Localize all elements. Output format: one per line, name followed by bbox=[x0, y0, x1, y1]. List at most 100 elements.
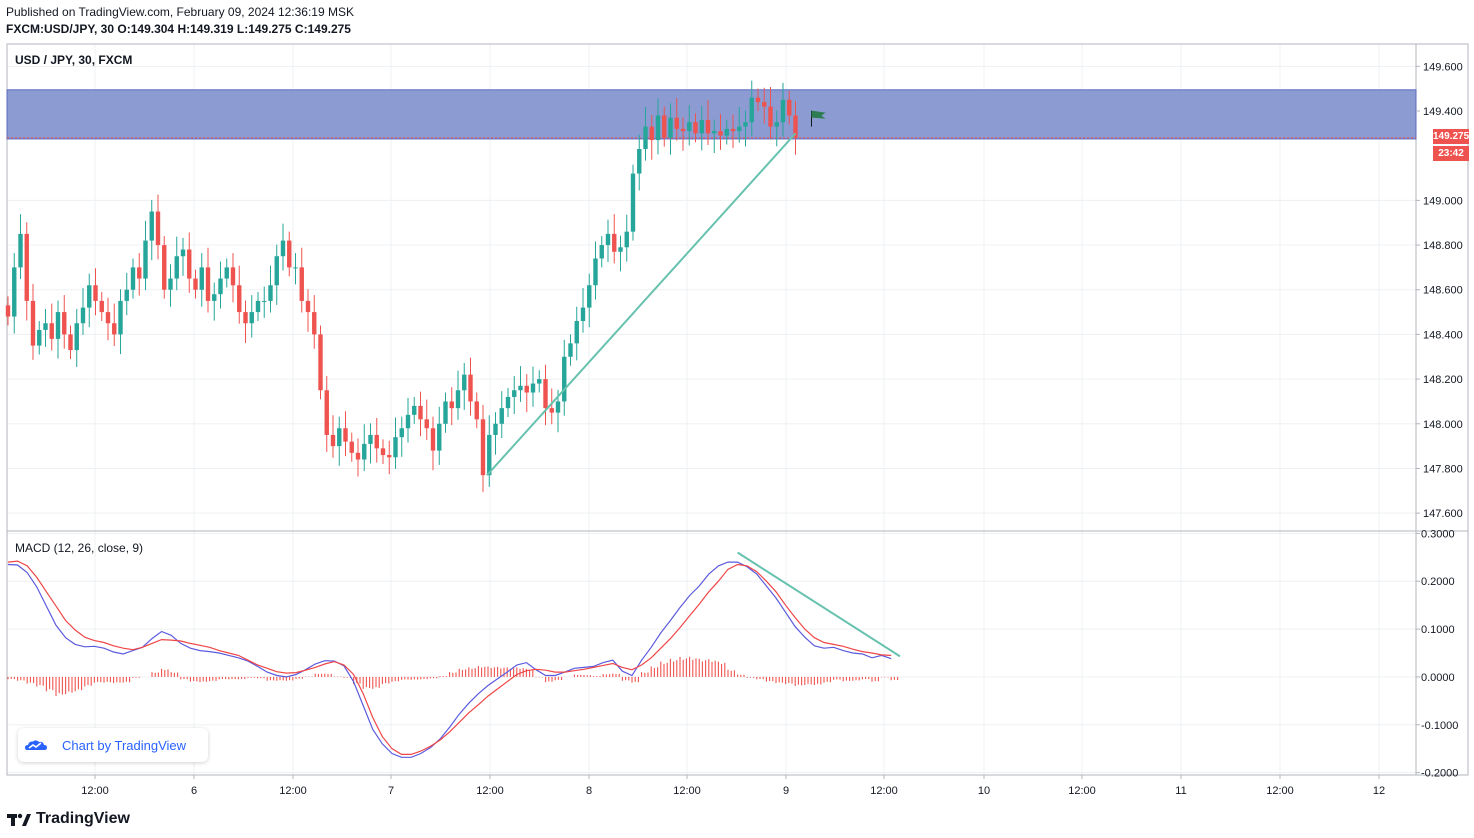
candle-body bbox=[637, 148, 642, 174]
price-tick-label: 149.600 bbox=[1423, 61, 1463, 73]
candle-body bbox=[487, 434, 492, 476]
candle-body bbox=[462, 374, 467, 391]
candle-body bbox=[162, 245, 167, 290]
price-tick-label: 149.400 bbox=[1423, 106, 1463, 118]
candle-body bbox=[493, 423, 498, 435]
macd-tick-label: -0.1000 bbox=[1421, 720, 1458, 732]
candle-body bbox=[149, 211, 154, 241]
candle-body bbox=[237, 285, 242, 313]
price-tick-label: 149.000 bbox=[1423, 195, 1463, 207]
candle-body bbox=[662, 115, 667, 138]
candle-body bbox=[180, 249, 186, 257]
candle-body bbox=[580, 307, 586, 322]
chart-by-label: Chart by TradingView bbox=[62, 737, 187, 753]
candle-body bbox=[512, 390, 517, 397]
candle-body bbox=[93, 285, 98, 301]
low-label: L: bbox=[236, 22, 249, 36]
candle-body bbox=[374, 434, 379, 449]
candle-body bbox=[174, 256, 179, 279]
candle-body bbox=[612, 233, 617, 252]
candle-body bbox=[674, 117, 679, 129]
candle-body bbox=[562, 356, 567, 402]
candle-body bbox=[368, 434, 373, 444]
candle-body bbox=[105, 312, 111, 324]
candle-body bbox=[768, 106, 773, 127]
tradingview-cloud-icon bbox=[25, 740, 47, 750]
candle-body bbox=[705, 119, 711, 134]
candle-body bbox=[387, 455, 392, 458]
candle-body bbox=[118, 300, 123, 335]
candle-body bbox=[518, 385, 523, 391]
macd-tick-label: 0.0000 bbox=[1421, 672, 1455, 684]
time-tick-label: 8 bbox=[586, 785, 592, 797]
price-tick-label: 147.600 bbox=[1423, 508, 1463, 520]
candle-body bbox=[418, 405, 423, 420]
close-value: 149.275 bbox=[307, 22, 351, 36]
candle-body bbox=[668, 117, 673, 138]
candle-body bbox=[74, 323, 79, 351]
time-tick-label: 7 bbox=[388, 785, 394, 797]
time-tick-label: 12:00 bbox=[870, 785, 898, 797]
price-tick-label: 147.800 bbox=[1423, 463, 1463, 475]
candle-body bbox=[193, 278, 198, 290]
candle-body bbox=[305, 300, 311, 313]
ohlc-line: FXCM:USD/JPY, 30 O:149.304 H:149.319 L:1… bbox=[6, 22, 351, 36]
candle-body bbox=[124, 289, 129, 301]
candle-body bbox=[543, 379, 548, 409]
price-tick-label: 148.200 bbox=[1423, 374, 1463, 386]
candle-body bbox=[643, 126, 648, 149]
macd-tick-label: 0.1000 bbox=[1421, 624, 1455, 636]
candle-body bbox=[718, 131, 723, 136]
candle-body bbox=[693, 122, 698, 134]
tradingview-brand[interactable]: TradingView bbox=[6, 810, 130, 828]
macd-tick-label: 0.3000 bbox=[1421, 528, 1455, 540]
candle-body bbox=[649, 126, 654, 141]
candle-body bbox=[549, 408, 554, 413]
macd-pane-title: MACD (12, 26, close, 9) bbox=[15, 541, 143, 555]
high-value: 149.319 bbox=[190, 22, 234, 36]
candle-body bbox=[380, 448, 386, 456]
candle-body bbox=[30, 300, 36, 346]
candle-body bbox=[18, 233, 23, 268]
symbol-label: FXCM:USD/JPY, 30 bbox=[6, 22, 115, 36]
candle-body bbox=[43, 323, 48, 330]
time-tick-label: 12:00 bbox=[279, 785, 307, 797]
candle-body bbox=[599, 245, 604, 259]
macd-tick-label: 0.2000 bbox=[1421, 576, 1455, 588]
candle-body bbox=[330, 434, 336, 447]
chart-by-badge[interactable]: Chart by TradingView bbox=[18, 728, 208, 762]
candle-body bbox=[24, 233, 29, 301]
candle-body bbox=[730, 128, 736, 132]
candle-body bbox=[780, 99, 786, 123]
candle-body bbox=[618, 247, 623, 252]
time-tick-label: 12:00 bbox=[1068, 785, 1096, 797]
candle-body bbox=[724, 128, 729, 136]
candle-body bbox=[505, 396, 511, 409]
open-value: 149.304 bbox=[130, 22, 175, 36]
candle-body bbox=[393, 437, 398, 458]
candle-body bbox=[337, 428, 342, 447]
candle-body bbox=[755, 97, 761, 103]
candle-body bbox=[99, 300, 104, 313]
candle-body bbox=[130, 267, 136, 290]
macd-tick-label: -0.2000 bbox=[1421, 768, 1458, 780]
candle-body bbox=[699, 119, 704, 134]
candle-body bbox=[55, 312, 61, 339]
candle-body bbox=[212, 294, 217, 301]
candle-body bbox=[312, 312, 317, 335]
candle-body bbox=[468, 374, 473, 402]
candle-body bbox=[537, 379, 542, 384]
candle-body bbox=[712, 131, 717, 134]
candle-body bbox=[68, 334, 73, 351]
candle-body bbox=[168, 278, 173, 290]
candle-body bbox=[362, 443, 367, 460]
price-tick-label: 148.600 bbox=[1423, 285, 1463, 297]
candle-body bbox=[555, 401, 561, 413]
candle-body bbox=[743, 122, 748, 127]
price-tick-label: 148.400 bbox=[1423, 329, 1463, 341]
candle-body bbox=[287, 240, 292, 268]
resistance-zone bbox=[6, 89, 1417, 140]
candle-body bbox=[12, 267, 17, 317]
candle-body bbox=[255, 300, 261, 313]
